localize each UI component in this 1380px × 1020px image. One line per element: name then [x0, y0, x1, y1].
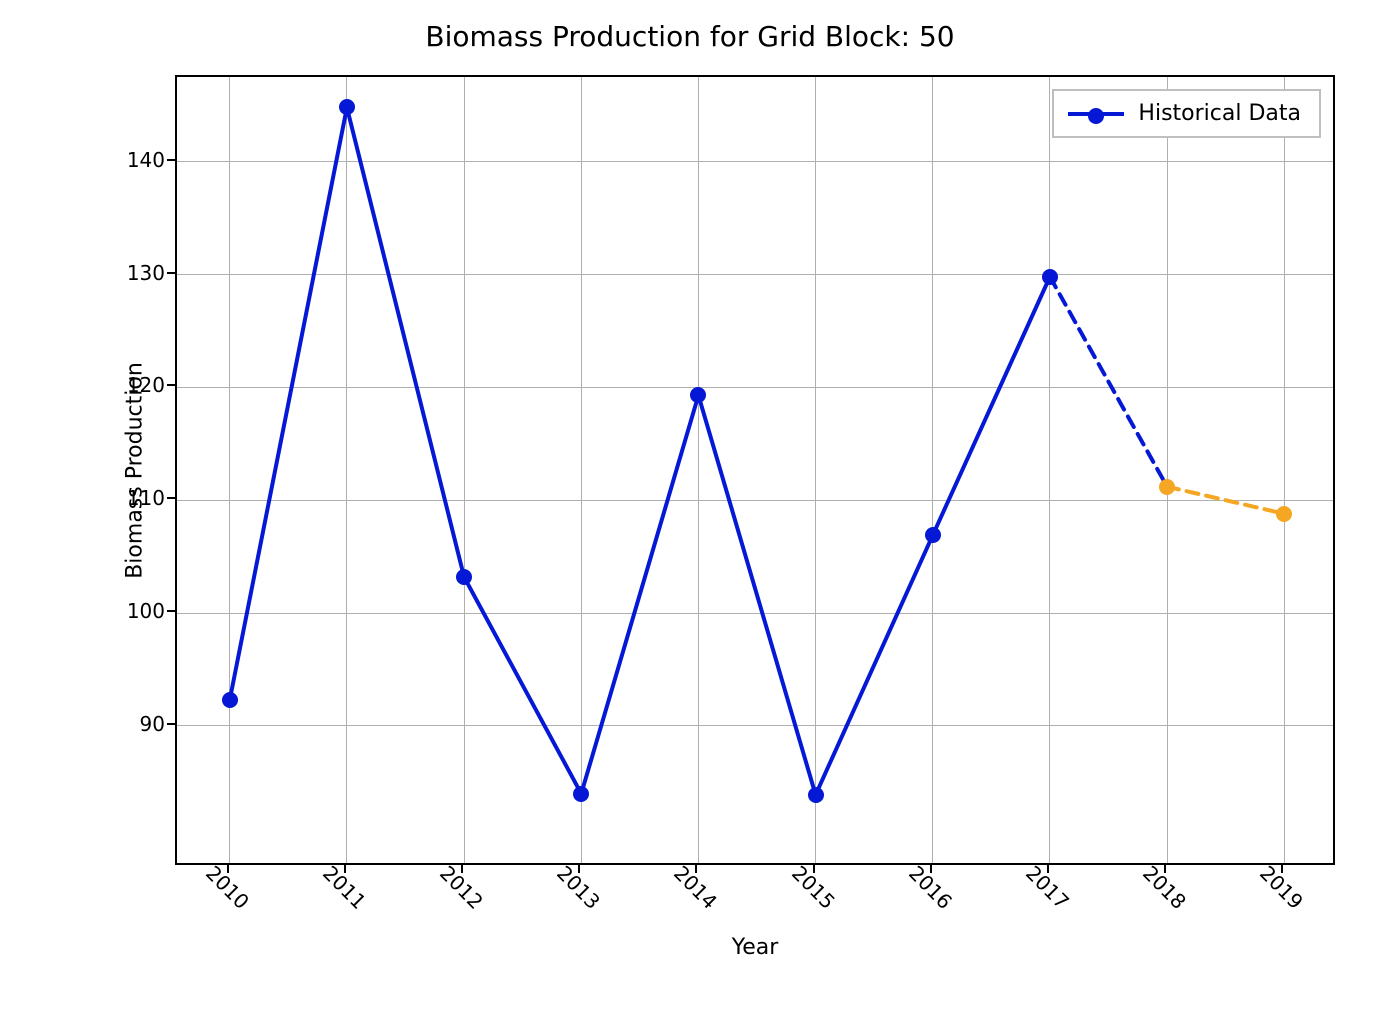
chart-title: Biomass Production for Grid Block: 50: [0, 20, 1380, 53]
y-tick: [167, 159, 175, 161]
data-point-marker: [808, 787, 824, 803]
y-tick: [167, 272, 175, 274]
chart-container: Biomass Production for Grid Block: 50 Hi…: [0, 0, 1380, 1020]
series-line: [230, 107, 1050, 794]
y-tick: [167, 610, 175, 612]
y-tick-label: 90: [95, 712, 165, 736]
y-tick: [167, 723, 175, 725]
data-point-marker: [690, 387, 706, 403]
series-line: [1050, 277, 1167, 487]
y-tick-label: 110: [95, 486, 165, 510]
y-tick-label: 120: [95, 373, 165, 397]
data-point-marker: [1159, 479, 1175, 495]
data-point-marker: [1042, 269, 1058, 285]
y-tick-label: 140: [95, 148, 165, 172]
series-line: [1167, 487, 1284, 514]
line-layer: [177, 77, 1337, 867]
y-tick-label: 100: [95, 599, 165, 623]
legend: Historical Data: [1052, 89, 1321, 138]
data-point-marker: [222, 692, 238, 708]
data-point-marker: [339, 99, 355, 115]
data-point-marker: [573, 786, 589, 802]
legend-sample-line: [1068, 112, 1124, 116]
x-axis-label: Year: [175, 935, 1335, 960]
plot-area: Historical Data: [175, 75, 1335, 865]
y-tick: [167, 384, 175, 386]
data-point-marker: [925, 527, 941, 543]
legend-sample-marker: [1088, 108, 1104, 124]
y-tick-label: 130: [95, 261, 165, 285]
data-point-marker: [1276, 506, 1292, 522]
y-tick: [167, 497, 175, 499]
data-point-marker: [456, 569, 472, 585]
legend-label: Historical Data: [1138, 101, 1301, 126]
